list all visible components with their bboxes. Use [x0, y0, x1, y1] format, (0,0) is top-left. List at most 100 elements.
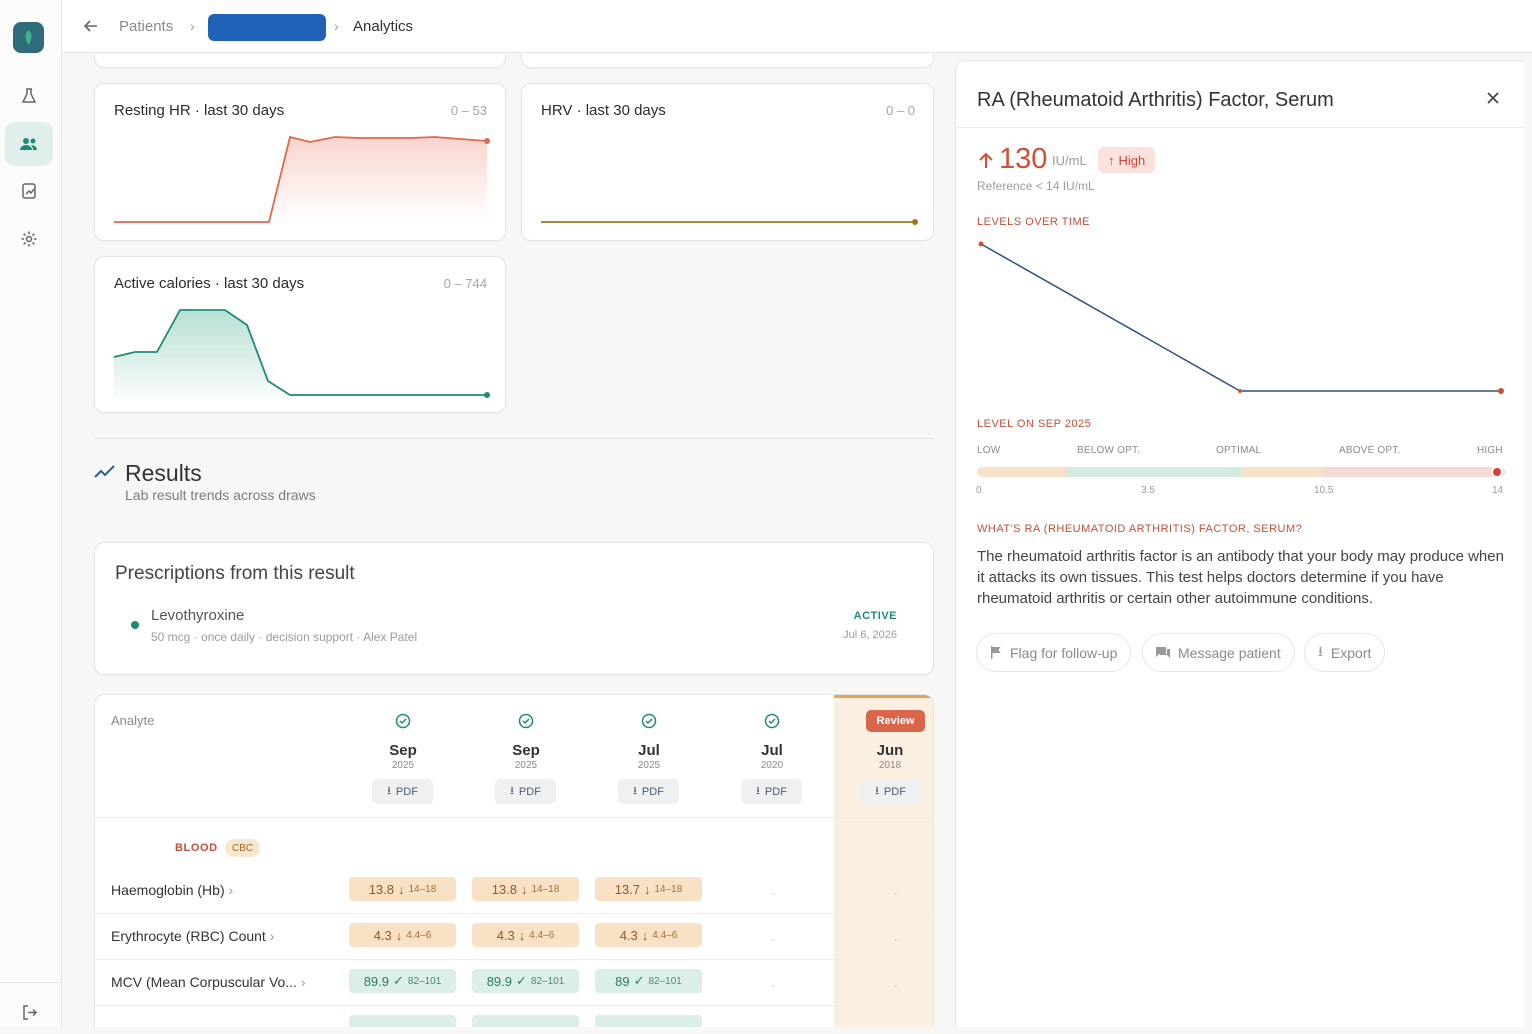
card-range: 0 – 0	[886, 103, 915, 118]
breadcrumb-patient-name[interactable]	[208, 14, 326, 41]
pdf-label: PDF	[641, 785, 664, 798]
users-icon	[20, 138, 37, 150]
calories-card: Active calories · last 30 days 0 – 744	[94, 256, 506, 413]
draw-month: Jun	[876, 742, 904, 759]
scale-number: 14	[1492, 485, 1504, 496]
prescription-name[interactable]: Levothyroxine	[151, 607, 245, 624]
pdf-download-button[interactable]: ⭳ PDF	[741, 779, 802, 804]
result-chip[interactable]: 13.8 ↓ 14–18	[472, 877, 579, 901]
card-title: Resting HR · last 30 days	[114, 102, 285, 119]
trend-icon	[94, 465, 115, 478]
logout-icon	[22, 1004, 37, 1020]
hrv-card: HRV · last 30 days 0 – 0	[521, 83, 934, 241]
empty-cell: ·	[771, 980, 775, 992]
flag-label: High	[1118, 152, 1146, 168]
card-title: Active calories · last 30 days	[114, 275, 305, 292]
result-chip[interactable]: 89 ✓ 82–101	[595, 969, 702, 993]
message-patient-button[interactable]: Message patient	[1142, 633, 1295, 672]
result-chip[interactable]	[472, 1015, 579, 1027]
result-chip[interactable]	[595, 1015, 702, 1027]
empty-cell: ·	[771, 888, 775, 900]
flag-follow-up-button[interactable]: Flag for follow-up	[976, 633, 1132, 672]
arrow-up-icon: ↑	[1108, 152, 1115, 168]
review-badge[interactable]: Review	[866, 710, 925, 732]
analyte-name[interactable]: Haemoglobin (Hb) ›	[111, 882, 234, 898]
message-icon	[1156, 647, 1170, 658]
panel-title: RA (Rheumatoid Arthritis) Factor, Serum	[977, 89, 1334, 111]
pdf-label: PDF	[883, 785, 906, 798]
analyte-name[interactable]: Erythrocyte (RBC) Count ›	[111, 928, 275, 944]
close-icon	[1487, 92, 1499, 104]
pdf-download-button[interactable]: ⭳ PDF	[495, 779, 556, 804]
scale-label-above-optimal: ABOVE OPT.	[1339, 445, 1401, 456]
scale-number: 3.5	[1141, 485, 1155, 496]
levels-over-time-label: LEVELS OVER TIME	[977, 216, 1090, 228]
draw-year: 2020	[760, 760, 784, 771]
download-icon: ⭳	[1318, 642, 1323, 659]
analyte-name[interactable]: MCV (Mean Corpuscular Vo... ›	[111, 974, 306, 990]
breadcrumb-patients[interactable]: Patients	[119, 18, 174, 35]
logout-button[interactable]	[5, 990, 53, 1034]
result-chip[interactable]: 13.7 ↓ 14–18	[595, 877, 702, 901]
pdf-download-button[interactable]: ⭳ PDF	[860, 779, 921, 804]
check-circle-icon	[764, 713, 780, 729]
result-chip[interactable]: 4.3 ↓ 4.4–6	[472, 923, 579, 947]
empty-cell: ·	[894, 980, 898, 992]
pdf-label: PDF	[395, 785, 418, 798]
patients-nav-button[interactable]	[5, 122, 53, 166]
results-title: Results	[125, 460, 202, 486]
panel-divider	[956, 127, 1525, 128]
result-chip[interactable]: 89.9 ✓ 82–101	[472, 969, 579, 993]
arrow-left-icon	[83, 20, 97, 32]
resting-hr-card: Resting HR · last 30 days 0 – 53	[94, 83, 506, 241]
close-button[interactable]	[1486, 91, 1500, 110]
review-column-highlight	[834, 695, 933, 1027]
reference-range: Reference < 14 IU/mL	[977, 179, 1095, 193]
scale-number: 10.5	[1314, 485, 1334, 496]
pdf-label: PDF	[764, 785, 787, 798]
back-button[interactable]	[82, 17, 100, 40]
export-button[interactable]: ⭳ Export	[1304, 633, 1386, 672]
settings-nav-button[interactable]	[5, 217, 53, 261]
metric-card	[94, 54, 506, 68]
section-divider	[94, 438, 934, 439]
result-chip[interactable]: 4.3 ↓ 4.4–6	[349, 923, 456, 947]
result-chip[interactable]	[349, 1015, 456, 1027]
analyte-header: Analyte	[111, 713, 155, 728]
pdf-download-button[interactable]: ⭳ PDF	[372, 779, 433, 804]
level-on-label: LEVEL ON SEP 2025	[977, 418, 1092, 430]
result-chip[interactable]: 4.3 ↓ 4.4–6	[595, 923, 702, 947]
result-chip[interactable]: 13.8 ↓ 14–18	[349, 877, 456, 901]
level-marker	[1491, 466, 1503, 478]
pdf-download-button[interactable]: ⭳ PDF	[618, 779, 679, 804]
button-label: Flag for follow-up	[1010, 644, 1118, 661]
high-flag-badge: ↑ High	[1098, 147, 1156, 173]
hrv-sparkline	[541, 219, 918, 225]
resting-hr-sparkline	[114, 135, 490, 223]
breadcrumb-analytics: Analytics	[353, 18, 414, 35]
table-row-partial[interactable]	[95, 1006, 933, 1027]
card-title: HRV · last 30 days	[541, 102, 666, 119]
app-logo[interactable]	[13, 22, 44, 53]
draw-month: Sep	[512, 742, 540, 759]
table-row[interactable]: Haemoglobin (Hb) › 13.8 ↓ 14–18 13.8 ↓ 14–18…	[95, 868, 933, 914]
labs-nav-button[interactable]	[5, 74, 53, 118]
flask-icon	[21, 88, 37, 103]
draw-year: 2025	[514, 760, 538, 771]
empty-cell: ·	[771, 934, 775, 946]
results-subtitle: Lab result trends across draws	[125, 487, 316, 503]
table-row[interactable]: Erythrocyte (RBC) Count › 4.3 ↓ 4.4–6 4.3 ↓…	[95, 914, 933, 960]
result-chip[interactable]: 89.9 ✓ 82–101	[349, 969, 456, 993]
calories-sparkline	[113, 309, 490, 398]
check-circle-icon	[518, 713, 534, 729]
levels-over-time-chart	[978, 241, 1504, 394]
table-row[interactable]: MCV (Mean Corpuscular Vo... › 89.9 ✓ 82–10…	[95, 960, 933, 1006]
main-content: Resting HR · last 30 days 0 – 53 HRV · l…	[62, 54, 954, 1027]
value-unit: IU/mL	[1052, 153, 1087, 168]
draw-year: 2025	[391, 760, 415, 771]
reports-nav-button[interactable]	[5, 169, 53, 213]
chart-file-icon	[22, 183, 36, 199]
scale-number: 0	[976, 485, 982, 496]
scale-label-below-optimal: BELOW OPT.	[1077, 445, 1141, 456]
group-label: BLOOD	[175, 842, 218, 854]
